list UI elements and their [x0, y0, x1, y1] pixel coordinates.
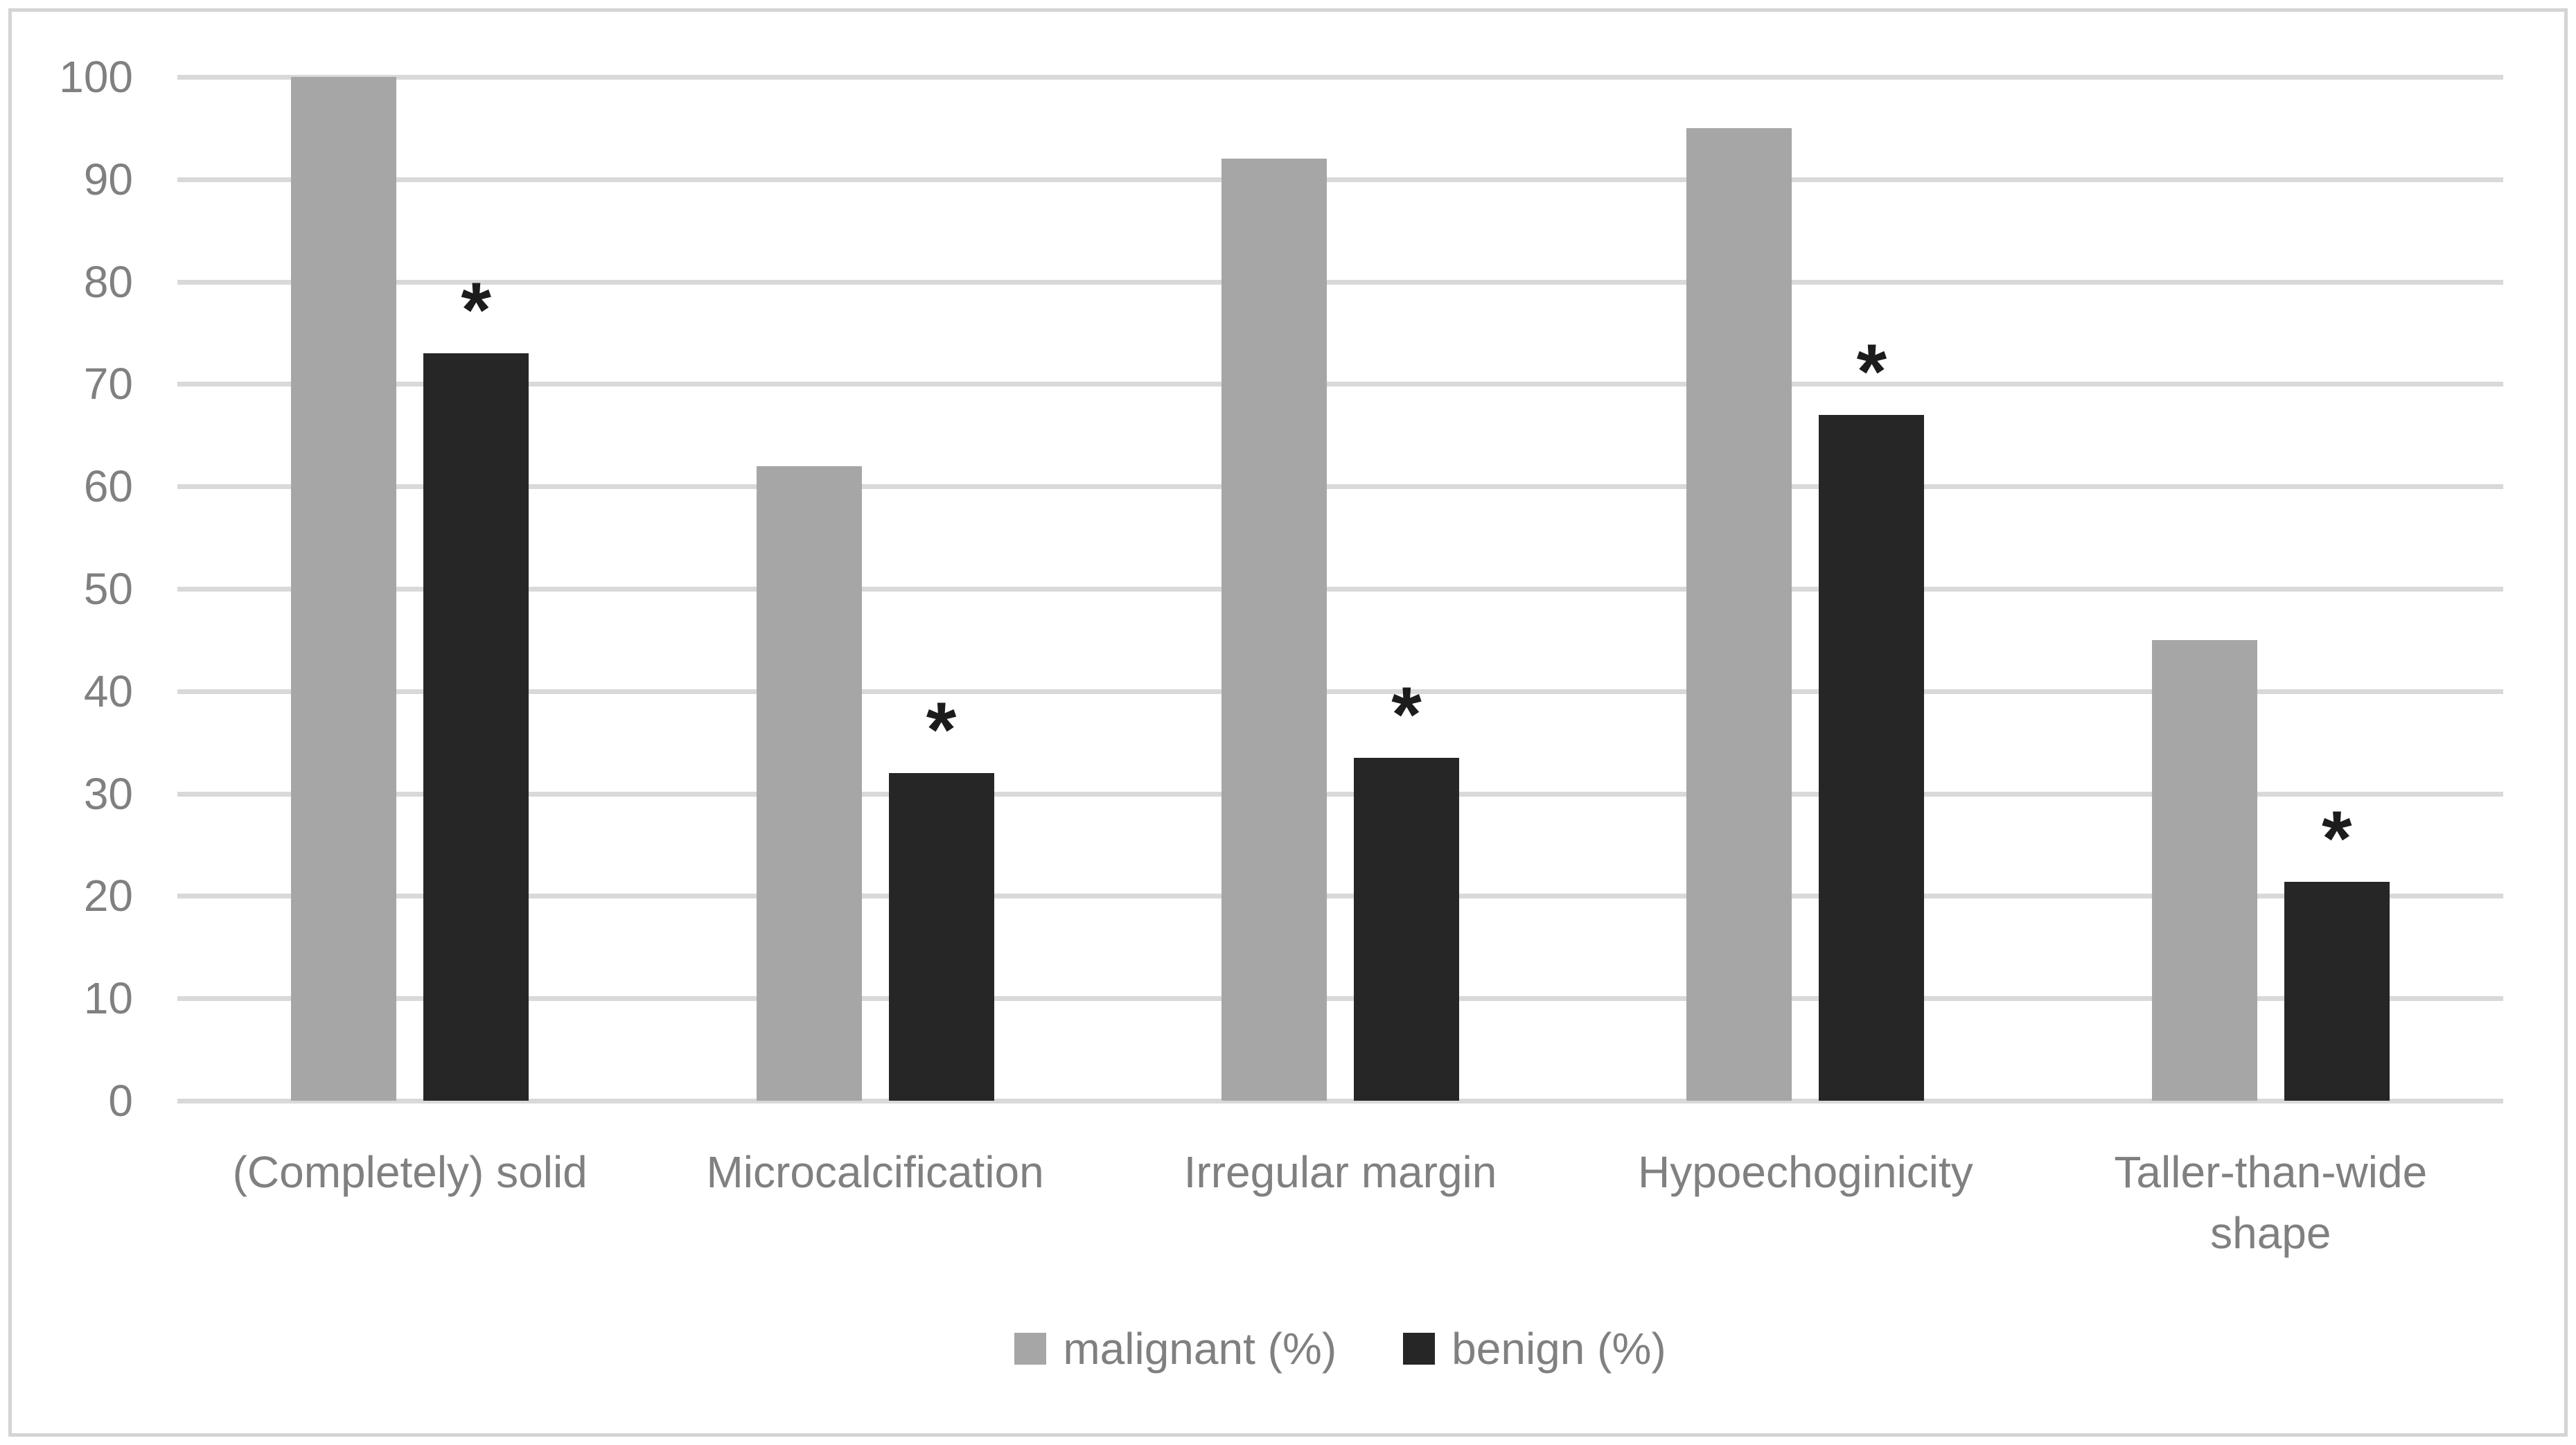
- gridline: [177, 587, 2503, 592]
- bar-malignant: [1686, 127, 1792, 1101]
- y-tick-label: 50: [83, 564, 133, 614]
- bar-malignant: [2151, 639, 2257, 1101]
- bar-malignant: [1221, 159, 1327, 1101]
- gridline: [177, 177, 2503, 182]
- legend-item-benign: benign (%): [1403, 1324, 1666, 1373]
- y-tick-label: 0: [108, 1076, 133, 1126]
- gridline: [177, 484, 2503, 490]
- gridline: [177, 279, 2503, 285]
- bar-benign: [888, 773, 994, 1101]
- significance-asterisk: *: [1856, 328, 1887, 415]
- bar-malignant: [756, 466, 862, 1101]
- gridline: [177, 689, 2503, 694]
- category-label: Taller-than-wide shape: [2114, 1147, 2428, 1258]
- legend-item-malignant: malignant (%): [1014, 1324, 1336, 1373]
- gridline: [177, 791, 2503, 797]
- bar-benign: [1354, 757, 1459, 1101]
- gridline: [177, 382, 2503, 387]
- category-label: (Completely) solid: [232, 1147, 588, 1197]
- bar-benign: [1819, 414, 1925, 1101]
- significance-asterisk: *: [1391, 671, 1422, 758]
- y-tick-label: 40: [83, 666, 133, 716]
- gridline: [177, 75, 2503, 80]
- gridline: [177, 996, 2503, 1002]
- legend-swatch-benign: [1403, 1333, 1436, 1365]
- legend-label: benign (%): [1452, 1324, 1666, 1374]
- category-label: Microcalcification: [706, 1147, 1044, 1197]
- category-label: Hypoechoginicity: [1637, 1147, 1973, 1197]
- bar-benign: [423, 353, 529, 1101]
- legend: malignant (%) benign (%): [177, 1324, 2503, 1373]
- y-tick-label: 90: [83, 154, 133, 204]
- category-label: Irregular margin: [1183, 1147, 1497, 1197]
- gridline: [177, 1099, 2503, 1103]
- significance-asterisk: *: [926, 686, 957, 774]
- significance-asterisk: *: [461, 267, 491, 354]
- y-tick-label: 100: [59, 52, 133, 102]
- y-tick-label: 20: [83, 871, 133, 921]
- bar-malignant: [291, 77, 397, 1101]
- bar-benign: [2284, 881, 2390, 1101]
- y-tick-label: 30: [83, 768, 133, 819]
- y-tick-label: 70: [83, 359, 133, 409]
- legend-label: malignant (%): [1063, 1324, 1337, 1374]
- y-tick-label: 60: [83, 461, 133, 512]
- y-tick-label: 80: [83, 256, 133, 307]
- significance-asterisk: *: [2322, 795, 2352, 882]
- legend-swatch-malignant: [1014, 1333, 1047, 1365]
- gridline: [177, 894, 2503, 899]
- y-tick-label: 10: [83, 973, 133, 1024]
